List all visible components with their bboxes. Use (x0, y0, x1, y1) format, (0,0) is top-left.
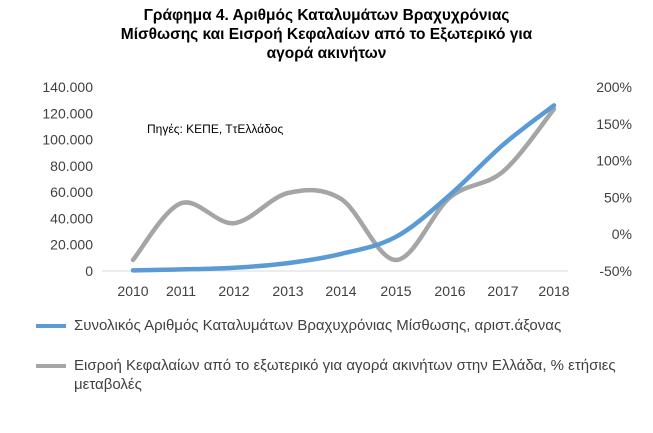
left-tick-label: 60.000 (50, 184, 93, 200)
series-line-accommodations (130, 103, 557, 273)
x-tick-label: 2013 (272, 283, 303, 299)
x-tick-label: 2017 (487, 283, 518, 299)
series-layer (130, 103, 557, 273)
chart-title: Γράφημα 4. Αριθμός Καταλυμάτων Βραχυχρόν… (60, 6, 593, 63)
series-line-capital-inflows (130, 106, 557, 263)
left-tick-label: 40.000 (50, 210, 93, 226)
legend-label-capital-inflows: Εισροή Κεφαλαίων από το εξωτερικό για αγ… (74, 357, 616, 393)
source-annotation: Πηγές: ΚΕΠΕ, ΤτΕλλάδος (147, 122, 283, 136)
legend-item-capital-inflows: Εισροή Κεφαλαίων από το εξωτερικό για αγ… (36, 356, 634, 394)
x-tick-label: 2015 (380, 283, 411, 299)
x-axis: 2010 2011 2012 2013 2014 2015 2016 2017 2018 (117, 283, 569, 299)
right-tick-label: 200% (596, 79, 632, 95)
left-tick-label: 140.000 (42, 79, 93, 95)
legend-item-accommodations: Συνολικός Αριθμός Καταλυμάτων Βραχυχρόνι… (36, 316, 634, 335)
x-tick-label: 2016 (434, 283, 465, 299)
x-tick-label: 2012 (218, 283, 249, 299)
chart-title-line-1: Γράφημα 4. Αριθμός Καταλυμάτων Βραχυχρόν… (143, 7, 510, 24)
x-tick-label: 2011 (166, 283, 196, 299)
left-y-axis: 0 20.000 40.000 60.000 80.000 100.000 120.000 1… (42, 79, 93, 279)
chart-title-line-3: αγορά ακινήτων (266, 45, 387, 62)
left-tick-label: 120.000 (42, 105, 93, 121)
left-tick-label: 80.000 (50, 158, 93, 174)
line-chart: 0 20.000 40.000 60.000 80.000 100.000 120.000 1… (42, 79, 632, 299)
chart-title-line-2: Μίσθωσης και Εισροή Κεφαλαίων από το Εξω… (120, 26, 533, 43)
x-tick-label: 2014 (325, 283, 356, 299)
left-tick-label: 100.000 (42, 132, 93, 148)
legend-swatch-blue (36, 324, 66, 328)
right-y-axis: -50% 0% 50% 100% 150% 200% (596, 79, 632, 279)
right-tick-label: 0% (612, 226, 632, 242)
legend-swatch-gray (36, 364, 66, 368)
legend-label-accommodations: Συνολικός Αριθμός Καταλυμάτων Βραχυχρόνι… (74, 317, 562, 334)
right-tick-label: 100% (596, 153, 632, 169)
x-tick-label: 2010 (117, 283, 148, 299)
left-tick-label: 20.000 (50, 237, 93, 253)
left-tick-label: 0 (85, 263, 93, 279)
x-tick-label: 2018 (538, 283, 569, 299)
right-tick-label: 150% (596, 116, 632, 132)
right-tick-label: 50% (604, 189, 632, 205)
right-tick-label: -50% (599, 263, 632, 279)
